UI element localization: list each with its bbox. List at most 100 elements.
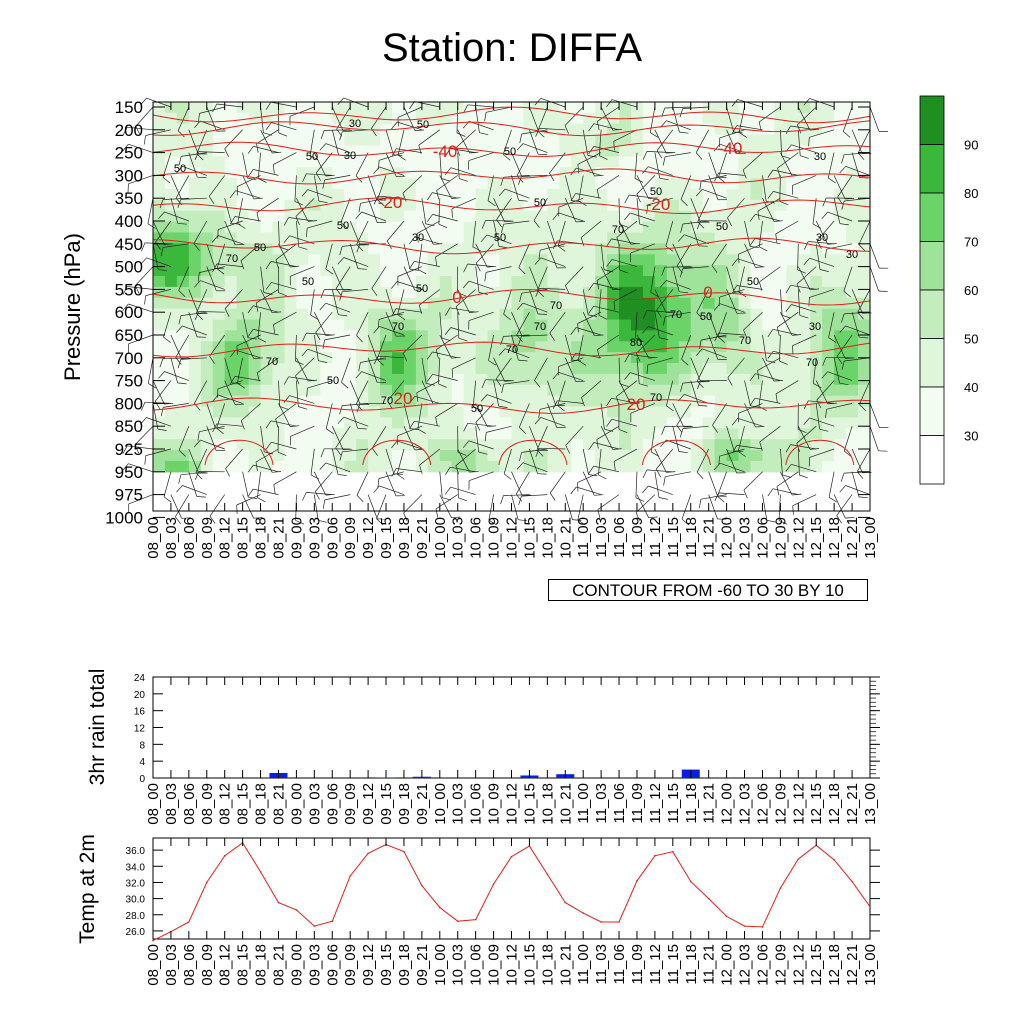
wind-barb <box>736 285 763 290</box>
humidity-cell <box>619 450 632 462</box>
wind-barb <box>809 129 835 138</box>
humidity-cell <box>415 123 429 136</box>
wind-barb <box>503 289 512 315</box>
humidity-cell <box>415 395 429 408</box>
time-tick-label: 12_18 <box>826 517 843 559</box>
humidity-cell <box>571 450 584 462</box>
time-tick-label: 09_03 <box>306 517 323 559</box>
humidity-cell <box>858 210 871 223</box>
humidity-cell <box>236 395 250 408</box>
humidity-cell <box>834 167 847 179</box>
humidity-cell <box>475 352 489 364</box>
wind-barb <box>435 243 458 258</box>
wind-barb <box>536 266 548 291</box>
humidity-cell <box>463 145 477 157</box>
wind-barb <box>403 403 411 429</box>
humidity-cell <box>415 178 429 190</box>
humidity-cell <box>822 286 835 299</box>
wind-barb <box>582 471 595 496</box>
wind-barb <box>646 310 673 313</box>
humidity-cell <box>380 428 393 440</box>
humidity-cell <box>475 330 489 342</box>
humidity-cell <box>320 254 333 266</box>
humidity-cell <box>487 189 501 201</box>
wind-barb <box>260 106 264 133</box>
humidity-cell <box>786 352 799 364</box>
humidity-cell <box>296 439 309 451</box>
humidity-cell <box>332 112 345 125</box>
wind-barb <box>616 380 638 397</box>
humidity-cell <box>858 460 871 473</box>
humidity-cell <box>368 276 381 288</box>
humidity-cell <box>690 373 704 386</box>
humidity-cell <box>415 243 429 255</box>
wind-barb <box>257 152 261 179</box>
wind-barb <box>146 97 172 108</box>
humidity-cell <box>260 254 274 266</box>
humidity-cell <box>822 384 835 397</box>
humidity-cell <box>583 189 596 201</box>
wind-barb-flag <box>371 288 378 296</box>
humidity-cell <box>547 297 560 310</box>
humidity-cell <box>332 330 345 342</box>
humidity-cell <box>523 363 536 375</box>
wind-barb <box>797 448 800 476</box>
humidity-cell <box>236 363 250 375</box>
humidity-cell <box>547 352 560 364</box>
humidity-cell <box>188 145 202 157</box>
rh-contour-label: 70 <box>739 335 751 347</box>
wind-barb-flag <box>594 334 604 337</box>
wind-barb <box>349 380 361 405</box>
humidity-cell <box>702 352 716 364</box>
wind-barb-flag <box>624 354 630 363</box>
humidity-cell <box>666 308 680 321</box>
humidity-cell <box>427 102 441 114</box>
wind-barb <box>432 214 458 222</box>
humidity-cell <box>583 330 596 342</box>
wind-barb <box>577 471 602 483</box>
wind-barb-flag <box>636 353 641 362</box>
humidity-cell <box>403 428 417 440</box>
humidity-cell <box>475 308 489 321</box>
humidity-cell <box>248 167 262 179</box>
wind-barb <box>360 197 387 204</box>
humidity-cell <box>499 178 513 190</box>
humidity-cell <box>380 297 393 310</box>
wind-barb-flag <box>231 382 241 385</box>
humidity-cell <box>392 243 405 255</box>
humidity-cell <box>666 167 680 179</box>
humidity-cell <box>750 156 764 168</box>
humidity-cell <box>475 167 489 179</box>
humidity-cell <box>212 134 226 147</box>
humidity-cell <box>535 439 548 451</box>
humidity-cell <box>392 134 405 147</box>
humidity-cell <box>332 145 345 157</box>
wind-barb <box>385 471 397 497</box>
wind-barb <box>306 332 333 336</box>
humidity-cell <box>631 254 644 266</box>
humidity-cell <box>762 384 775 397</box>
humidity-cell <box>535 460 548 473</box>
rh-contour-label: 70 <box>534 321 546 333</box>
wind-barb <box>837 175 853 198</box>
wind-barb-flag <box>177 359 182 369</box>
humidity-cell <box>320 243 333 255</box>
humidity-cell <box>678 178 692 190</box>
humidity-cell <box>380 373 393 386</box>
wind-barb <box>808 241 835 245</box>
humidity-cell <box>702 112 716 125</box>
wind-barb-flag <box>698 499 702 509</box>
wind-barb-flag <box>337 416 345 425</box>
wind-barb-flag <box>572 519 582 521</box>
humidity-cell <box>702 450 716 462</box>
humidity-cell <box>368 145 381 157</box>
humidity-cell <box>678 417 692 429</box>
wind-barb <box>468 152 494 161</box>
humidity-cell <box>822 460 835 473</box>
humidity-cell <box>296 156 309 168</box>
humidity-cell <box>487 319 501 332</box>
wind-barb <box>564 494 573 520</box>
wind-barb <box>253 464 279 473</box>
wind-barb <box>289 395 315 404</box>
